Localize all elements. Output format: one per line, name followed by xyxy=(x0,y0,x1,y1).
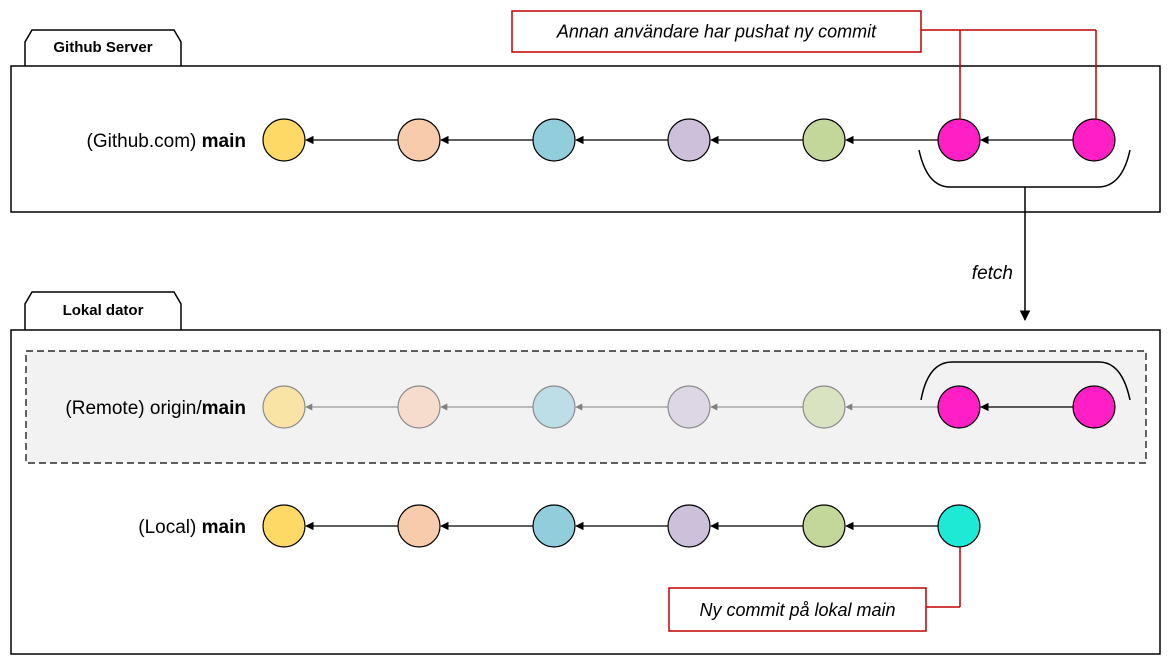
remote-commit-row xyxy=(262,385,1116,429)
local-commit-row xyxy=(262,504,981,548)
server-branch-prefix: (Github.com) xyxy=(87,131,202,152)
local-commit xyxy=(802,504,846,548)
local-commit xyxy=(667,504,711,548)
github-server-section: Github Server (Github.com) main xyxy=(10,29,1161,213)
local-computer-section: Lokal dator (Remote) origin/main (Local)… xyxy=(10,291,1161,655)
server-commit-row xyxy=(262,118,1116,162)
server-commit xyxy=(937,118,981,162)
remote-branch-name: main xyxy=(202,398,246,419)
server-commit xyxy=(532,118,576,162)
callout-top-box xyxy=(511,10,922,53)
fetch-arrow: fetch xyxy=(972,187,1031,322)
callout-top-text: Annan användare har pushat ny commit xyxy=(556,22,877,42)
local-branch-name: main xyxy=(202,517,246,538)
remote-commit xyxy=(802,385,846,429)
server-commit xyxy=(262,118,306,162)
server-new-commits-brace xyxy=(918,149,1131,188)
github-server-tab-label: Github Server xyxy=(53,39,152,56)
remote-commit xyxy=(262,385,306,429)
remote-fetched-commits-brace xyxy=(920,361,1131,401)
remote-commit xyxy=(1072,385,1116,429)
local-computer-tab xyxy=(24,291,182,330)
remote-commit xyxy=(532,385,576,429)
remote-commit xyxy=(397,385,441,429)
server-branch-label: (Github.com) main xyxy=(87,131,246,152)
server-commit xyxy=(397,118,441,162)
pushed-commits-callout: Annan användare har pushat ny commit xyxy=(511,10,1097,120)
local-commit xyxy=(532,504,576,548)
local-commit xyxy=(937,504,981,548)
local-commit xyxy=(397,504,441,548)
callout-bottom-text: Ny commit på lokal main xyxy=(699,600,895,620)
server-commit xyxy=(802,118,846,162)
fetch-label: fetch xyxy=(972,263,1013,284)
server-commit xyxy=(1072,118,1116,162)
github-server-tab xyxy=(24,29,182,66)
remote-commit xyxy=(937,385,981,429)
server-commit xyxy=(667,118,711,162)
new-local-commit-callout: Ny commit på lokal main xyxy=(668,547,961,632)
remote-branch-prefix: (Remote) origin/ xyxy=(65,398,202,419)
remote-commit xyxy=(667,385,711,429)
local-branch-label: (Local) main xyxy=(138,517,246,538)
local-computer-tab-label: Lokal dator xyxy=(63,302,144,319)
server-branch-name: main xyxy=(202,131,246,152)
remote-branch-label: (Remote) origin/main xyxy=(65,398,246,419)
local-branch-prefix: (Local) xyxy=(138,517,201,538)
local-commit xyxy=(262,504,306,548)
callout-bottom-box xyxy=(668,587,927,632)
